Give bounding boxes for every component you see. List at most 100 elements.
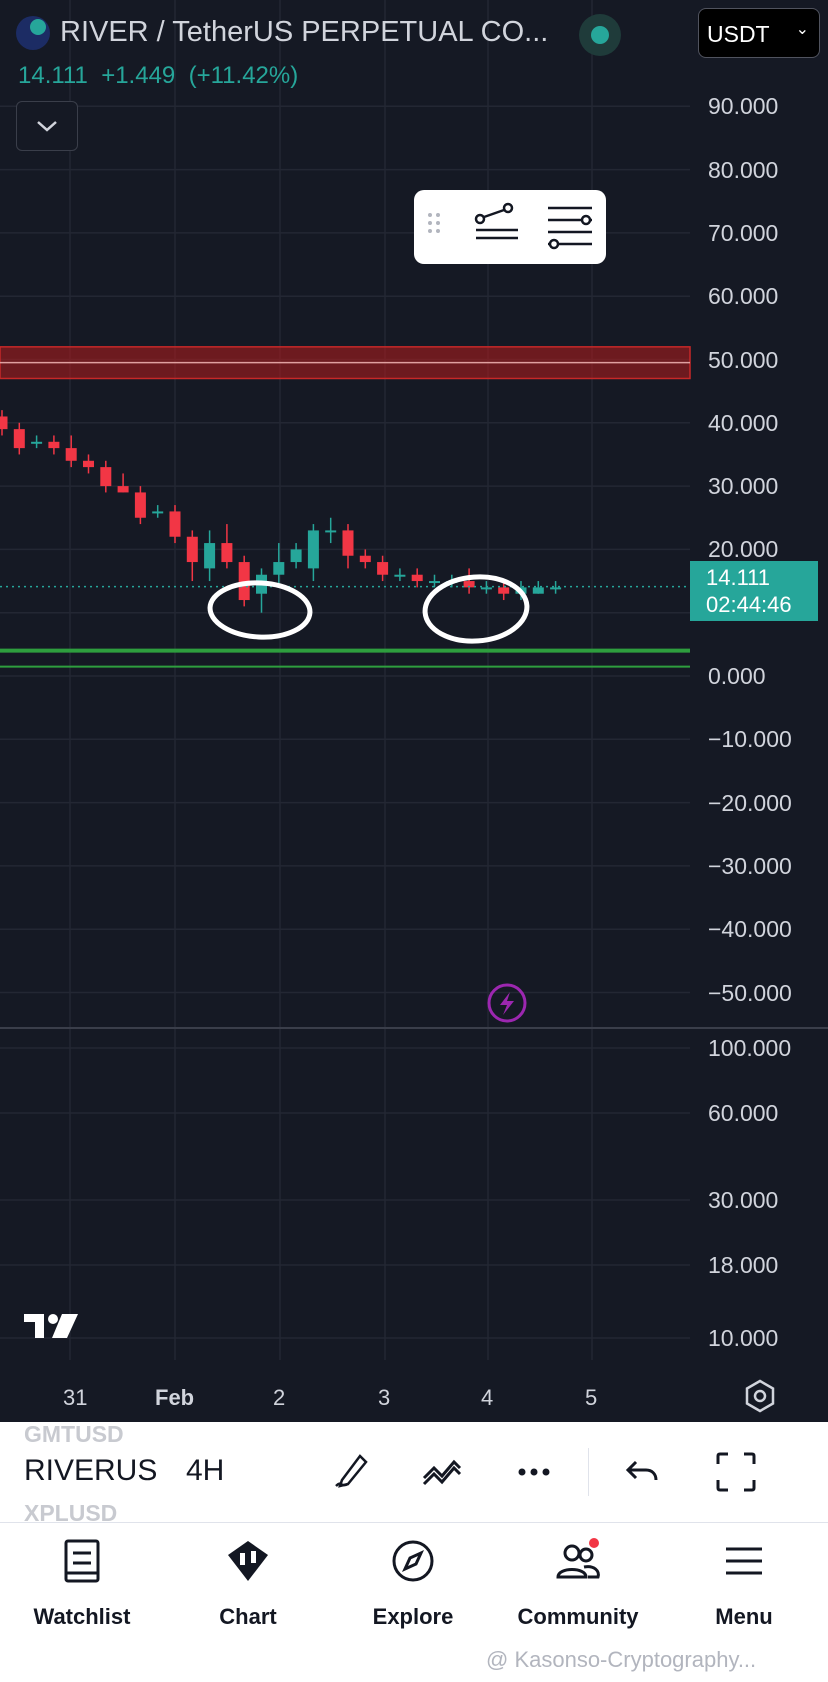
candle[interactable] [377,555,389,582]
tab-menu[interactable]: Menu [664,1537,824,1630]
candle-body [134,492,146,518]
price-axis-label: −30.000 [708,852,792,879]
prev-symbol[interactable]: GMTUSD [24,1421,124,1447]
last-price: 14.111 [18,62,88,89]
price-axis-label: 90.000 [708,93,779,120]
candle[interactable] [532,581,544,594]
candle-body [221,543,233,563]
more-icon[interactable] [512,1450,556,1494]
indicator-axis-label: 18.000 [708,1252,779,1278]
candle[interactable] [498,581,510,601]
candle-body [411,574,423,582]
bottom-tab-bar: Watchlist Chart Explore Community Menu @ Kas… [0,1523,828,1682]
currency-label: USDT [707,21,770,47]
list-settings-icon[interactable] [548,206,592,250]
tradingview-logo-icon[interactable] [22,1310,80,1342]
undo-icon[interactable] [620,1450,664,1494]
collapse-legend-button[interactable] [16,101,78,151]
fullscreen-icon[interactable] [714,1450,758,1494]
candle-body [359,555,371,563]
price-axis-label: 70.000 [708,219,779,246]
annotation-circle-right[interactable] [422,574,530,645]
indicators-icon[interactable] [420,1450,464,1494]
candle[interactable] [256,568,267,613]
candle[interactable] [550,581,562,594]
candle-body [31,441,43,444]
candle[interactable] [411,568,423,588]
time-axis-label: 4 [481,1385,494,1410]
current-price-label: 14.111 02:44:46 [690,561,818,621]
time-axis-label: 5 [585,1385,598,1410]
candle[interactable] [169,505,181,544]
tab-watchlist[interactable]: Watchlist [2,1537,162,1630]
drawing-floating-toolbar[interactable] [414,190,606,264]
drawing-toolbar-icons [428,202,592,250]
candle[interactable] [342,524,354,569]
candle[interactable] [273,543,285,588]
candle-body [342,530,354,556]
candle-body [532,587,544,594]
candle[interactable] [31,435,43,449]
chart-settings-icon[interactable] [742,1378,778,1414]
candle-body [307,530,319,569]
candle-body [498,587,510,594]
chart-icon [228,1541,268,1581]
price-axis-label: 50.000 [708,346,779,373]
indicator-axis-label: 60.000 [708,1100,779,1126]
indicator-axis-label: 30.000 [708,1187,779,1213]
watermark: @ Kasonso-Cryptography... [486,1647,757,1672]
river-logo-icon [16,16,50,50]
candle[interactable] [83,454,94,474]
candle[interactable] [100,460,112,493]
timeframe-selector[interactable]: 4H [186,1454,225,1487]
candle[interactable] [290,543,302,569]
draw-icon[interactable] [328,1450,372,1494]
tab-explore[interactable]: Explore [333,1537,493,1630]
candle[interactable] [463,568,475,594]
candle[interactable] [48,435,60,455]
chart-area[interactable]: RIVER / TetherUS PERPETUAL CO... 14.111 … [0,0,828,1422]
annotation-circle-left[interactable] [207,580,313,640]
candle-body [377,562,389,575]
currency-select[interactable]: USDT ⌄ [698,8,820,58]
symbol-title[interactable]: RIVER / TetherUS PERPETUAL CO... [60,16,549,48]
candle-body [204,543,216,569]
drag-handle-icon[interactable] [428,213,440,233]
candle[interactable] [394,568,406,582]
price-axis-label: 60.000 [708,283,779,310]
candle[interactable] [13,422,25,455]
candle[interactable] [0,410,8,436]
indicator-axis-label: 100.000 [708,1035,792,1061]
line-settings-icon[interactable] [474,202,518,240]
candle[interactable] [152,505,164,518]
candle[interactable] [429,574,440,588]
candle[interactable] [325,517,337,544]
tab-label: Watchlist [33,1604,131,1629]
compass-icon [392,1540,434,1582]
candle[interactable] [65,435,77,468]
candle-body [169,511,181,537]
lightning-icon[interactable] [487,983,527,1023]
time-axis-label: 31 [63,1385,88,1410]
candle[interactable] [186,530,198,582]
chevron-down-icon: ⌄ [795,21,809,38]
candle[interactable] [134,486,146,525]
candle[interactable] [204,530,216,582]
price-change-percent: (+11.42%) [188,62,299,89]
candle[interactable] [307,524,319,582]
symbol-selector[interactable]: RIVERUS [24,1454,158,1487]
price-axis-label: 0.000 [708,663,766,689]
candle[interactable] [117,473,129,493]
next-symbol[interactable]: XPLUSD [24,1500,118,1526]
tab-chart[interactable]: Chart [168,1537,328,1630]
candle[interactable] [359,549,371,569]
candle-body [152,511,164,514]
price-axis-label: 30.000 [708,473,779,500]
candle[interactable] [221,524,233,569]
market-status-icon[interactable] [579,14,621,56]
current-price-value: 14.111 [706,565,771,590]
tab-community[interactable]: Community [498,1537,658,1630]
watchlist-icon [64,1539,100,1583]
candle[interactable] [238,555,250,607]
candle-body [480,587,492,590]
